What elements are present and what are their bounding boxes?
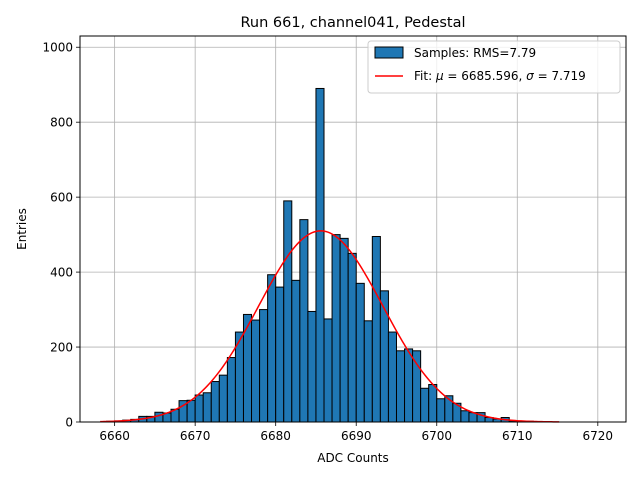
histogram-bar — [347, 252, 357, 423]
legend-fit-sigma-value: = 7.719 — [534, 69, 586, 83]
histogram-bar — [395, 350, 406, 423]
histogram-bar — [307, 310, 317, 423]
histogram-bar — [186, 399, 196, 423]
histogram-bar — [460, 410, 470, 423]
histogram-bar — [412, 350, 422, 423]
y-tick-label: 0 — [65, 416, 73, 430]
x-axis-ticks: 6660 6670 6680 6690 6700 6710 6720 — [99, 422, 613, 443]
legend-fit-label: Fit: μ = 6685.596, σ = 7.719 — [414, 69, 586, 83]
histogram-bar — [299, 219, 309, 423]
histogram-bar — [387, 331, 397, 423]
y-tick-label: 800 — [50, 116, 73, 130]
histogram-bars — [106, 87, 534, 423]
x-tick-label: 6660 — [99, 429, 130, 443]
histogram-bar — [420, 387, 430, 423]
histogram-bar — [226, 357, 236, 423]
legend-fit-mu-symbol: μ — [435, 69, 444, 83]
legend-histogram-label: Samples: RMS=7.79 — [414, 46, 536, 60]
x-tick-label: 6680 — [260, 429, 291, 443]
legend-frame — [367, 40, 621, 94]
histogram-bar — [436, 398, 446, 423]
histogram-bar — [291, 279, 301, 423]
legend-histogram-swatch — [374, 46, 404, 59]
legend-fit-sigma-symbol: σ — [526, 69, 534, 83]
x-tick-label: 6670 — [180, 429, 211, 443]
histogram-bar — [218, 374, 228, 423]
histogram-bar — [379, 290, 389, 423]
histogram-bar — [283, 200, 293, 423]
histogram-bar — [331, 234, 341, 423]
histogram-bar — [251, 319, 261, 423]
x-tick-label: 6710 — [502, 429, 533, 443]
y-tick-label: 600 — [50, 191, 73, 205]
y-axis-ticks: 0 200 400 600 800 1000 — [42, 41, 80, 430]
x-axis-label: ADC Counts — [317, 451, 389, 465]
histogram-bar — [363, 320, 373, 423]
histogram-bar — [194, 394, 204, 423]
fit-curve — [100, 230, 560, 423]
histogram-bar — [202, 392, 212, 423]
histogram-bar — [210, 381, 220, 423]
histogram-bar — [154, 411, 164, 423]
histogram-bar — [355, 282, 365, 423]
histogram-bar — [315, 87, 325, 423]
histogram-bar — [339, 237, 349, 423]
y-tick-label: 1000 — [42, 41, 73, 55]
histogram-bar — [371, 235, 381, 423]
legend: Samples: RMS=7.79 Fit: μ = 6685.596, σ =… — [367, 40, 621, 94]
histogram-bar — [259, 309, 269, 423]
y-tick-label: 400 — [50, 266, 73, 280]
histogram-bar — [323, 318, 333, 423]
x-tick-label: 6720 — [583, 429, 614, 443]
histogram-bar — [267, 274, 277, 423]
histogram-bar — [275, 286, 285, 423]
histogram-bar — [404, 348, 414, 423]
legend-fit-label-prefix: Fit: — [414, 69, 436, 83]
x-tick-label: 6700 — [421, 429, 452, 443]
chart-title: Run 661, channel041, Pedestal — [240, 15, 465, 31]
y-axis-label: Entries — [15, 208, 29, 250]
legend-fit-mu-value: = 6685.596, — [444, 69, 527, 83]
histogram-bar — [428, 384, 438, 423]
plot-frame — [79, 35, 627, 423]
y-tick-label: 200 — [50, 341, 73, 355]
x-tick-label: 6690 — [341, 429, 372, 443]
